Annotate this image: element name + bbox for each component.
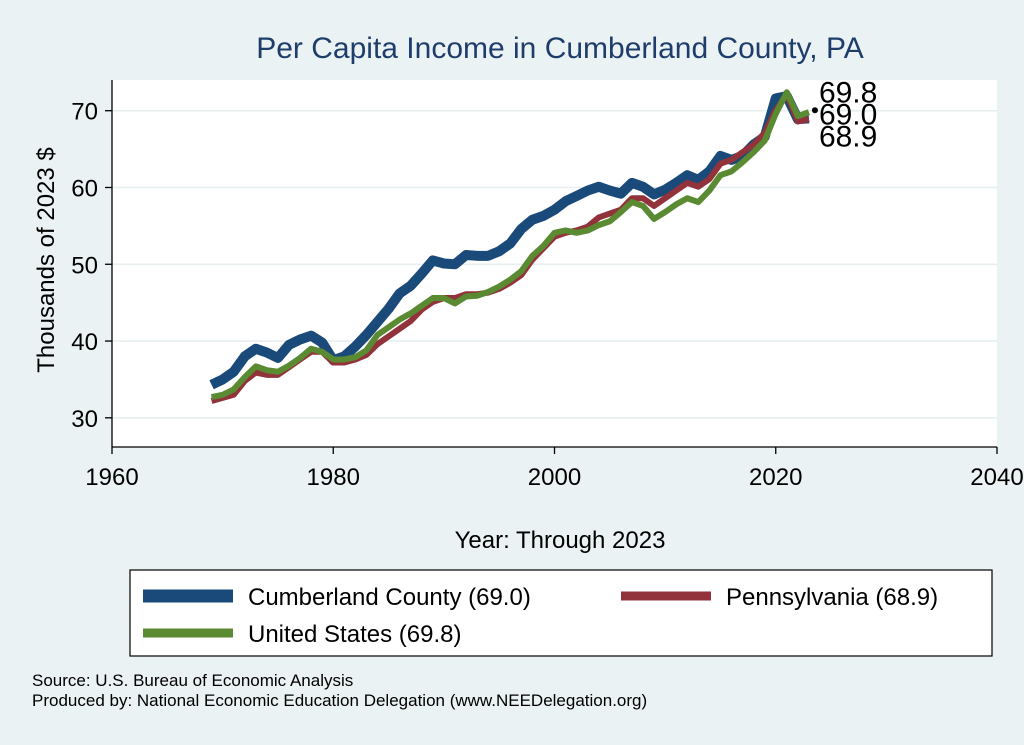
source-note: Source: U.S. Bureau of Economic Analysis xyxy=(32,671,354,690)
y-tick-label-1: 40 xyxy=(71,329,98,356)
gridlines xyxy=(112,109,997,419)
series-line-united-states xyxy=(210,89,810,401)
y-axis-title: Thousands of 2023 $ xyxy=(33,147,60,373)
legend-label-pennsylvania: Pennsylvania (68.9) xyxy=(726,584,938,611)
end-label-cumberland-county: 69.0 xyxy=(819,99,877,132)
y-tick-label-3: 60 xyxy=(71,175,98,202)
y-tick-label-2: 50 xyxy=(71,252,98,279)
series-line-cumberland-county xyxy=(209,91,810,390)
x-tick-label-0: 1960 xyxy=(85,464,138,491)
produced-by-note: Produced by: National Economic Education… xyxy=(32,691,648,710)
legend-box xyxy=(129,569,993,657)
legend-label-cumberland: Cumberland County (69.0) xyxy=(248,584,531,611)
legend: Cumberland County (69.0) Pennsylvania (6… xyxy=(129,569,993,657)
end-label-united-states: 69.8 xyxy=(819,77,877,110)
x-tick-label-3: 2020 xyxy=(749,464,802,491)
x-tick-label-1: 1980 xyxy=(307,464,360,491)
plot-area xyxy=(112,80,997,447)
x-tick-label-4: 2040 xyxy=(970,464,1023,491)
y-tick-label-0: 30 xyxy=(71,406,98,433)
chart-title: Per Capita Income in Cumberland County, … xyxy=(256,32,864,65)
end-labels: 69.869.068.9 xyxy=(811,77,877,154)
axes: 30 40 50 60 70 1960 1980 2000 2020 2040 xyxy=(71,80,1024,491)
end-point-marker xyxy=(811,107,818,114)
y-tick-label-4: 70 xyxy=(71,99,98,126)
series-layer xyxy=(209,89,810,404)
legend-label-united-states: United States (69.8) xyxy=(248,621,461,648)
end-label-pennsylvania: 68.9 xyxy=(819,121,877,154)
x-tick-label-2: 2000 xyxy=(528,464,581,491)
x-axis-title: Year: Through 2023 xyxy=(455,527,666,554)
